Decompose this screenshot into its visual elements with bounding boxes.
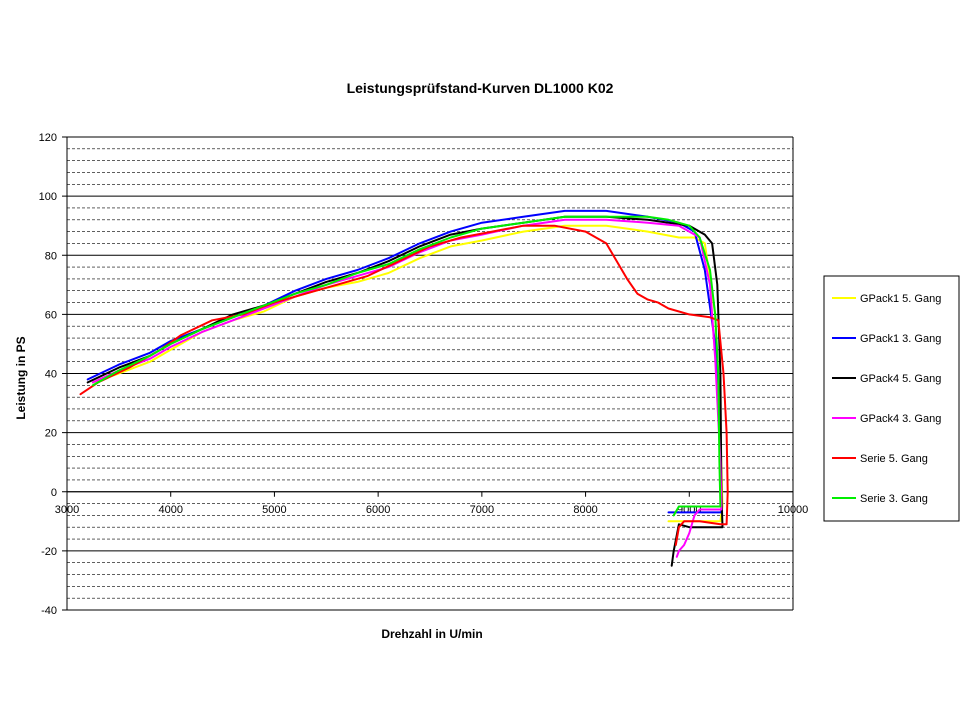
x-tick-label: 3000: [55, 504, 79, 516]
x-tick-label: 4000: [158, 504, 182, 516]
x-tick-label: 5000: [262, 504, 286, 516]
legend-label: GPack4 5. Gang: [860, 373, 941, 385]
series-line: [91, 218, 723, 558]
y-tick-label: 0: [51, 487, 57, 499]
legend-label: GPack1 3. Gang: [860, 333, 941, 345]
y-tick-label: 80: [45, 250, 57, 262]
series-line: [91, 215, 722, 517]
legend: GPack1 5. Gang GPack1 3. Gang GPack4 5. Ga…: [823, 275, 960, 522]
x-axis-title: Drehzahl in U/min: [381, 627, 482, 641]
x-tick-label: 7000: [470, 504, 494, 516]
y-tick-label: -40: [41, 605, 57, 617]
y-tick-label: -20: [41, 546, 57, 558]
y-tick-label: 40: [45, 369, 57, 381]
legend-label: Serie 5. Gang: [860, 453, 928, 465]
x-tick-label: 6000: [366, 504, 390, 516]
legend-label: Serie 3. Gang: [860, 493, 928, 505]
x-tick-label: 8000: [573, 504, 597, 516]
y-axis-title: Leistung in PS: [14, 336, 28, 419]
y-tick-labels: 120 100 80 60 40 20 0 -20 -40: [39, 132, 57, 617]
y-tick-label: 120: [39, 132, 57, 144]
x-tick-label: 10000: [778, 504, 809, 516]
legend-label: GPack1 5. Gang: [860, 293, 941, 305]
legend-box: [823, 275, 960, 522]
y-tick-label: 100: [39, 191, 57, 203]
chart-title: Leistungsprüfstand-Kurven DL1000 K02: [347, 80, 614, 96]
y-tick-label: 20: [45, 428, 57, 440]
y-tick-label: 60: [45, 309, 57, 321]
series-lines: [79, 209, 729, 567]
legend-label: GPack4 3. Gang: [860, 413, 941, 425]
axes: [62, 136, 794, 611]
